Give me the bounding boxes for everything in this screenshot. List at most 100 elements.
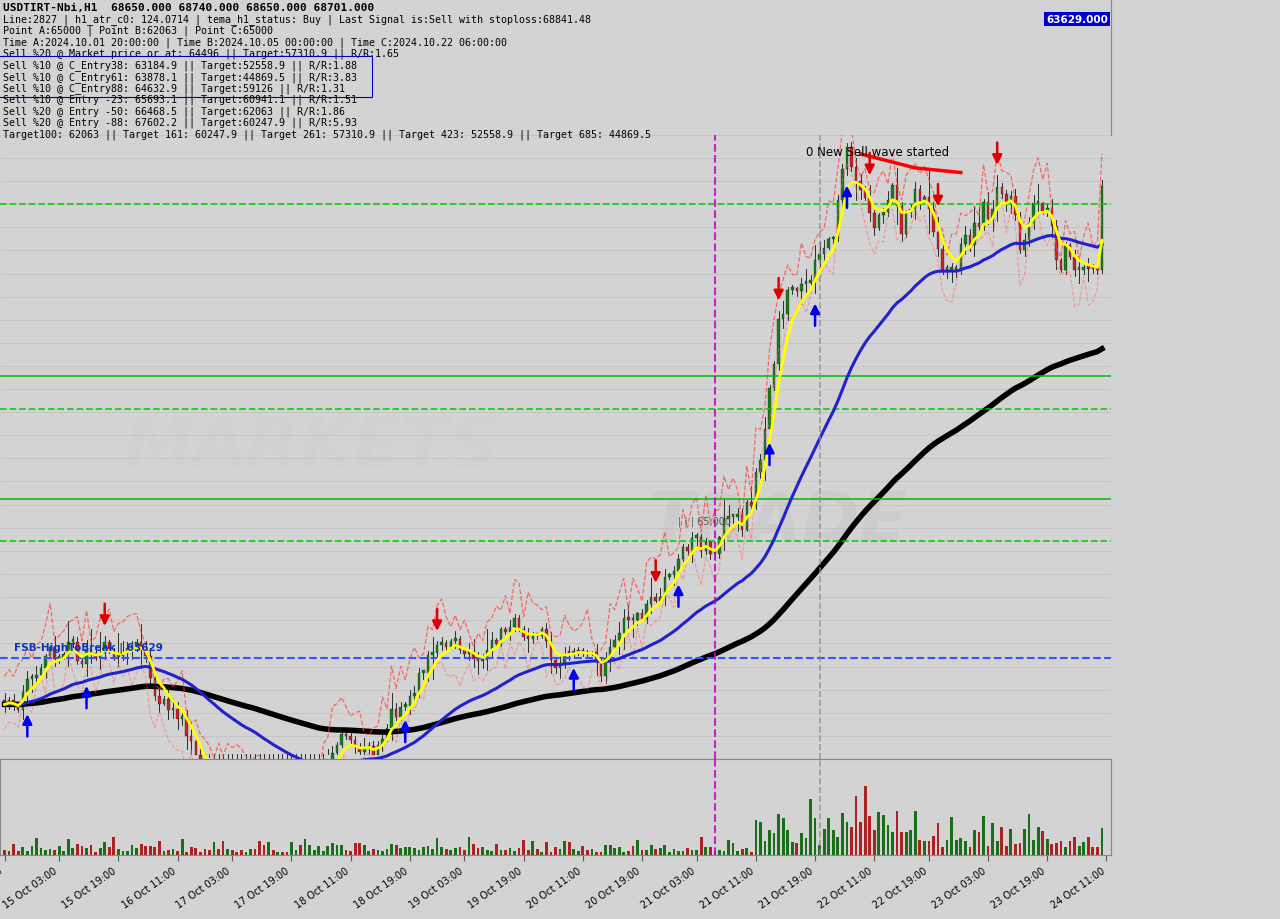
Bar	[554, 660, 557, 668]
Bar	[376, 850, 379, 855]
Bar	[773, 834, 776, 855]
Bar	[613, 848, 616, 855]
Bar	[17, 705, 19, 710]
Bar	[1028, 223, 1030, 241]
Bar	[540, 629, 543, 636]
Bar	[180, 716, 183, 720]
Bar	[631, 618, 634, 620]
Bar	[86, 649, 88, 664]
Bar	[727, 841, 730, 855]
Text: FSB-HighToBreak | 63629: FSB-HighToBreak | 63629	[14, 641, 163, 652]
Bar	[45, 850, 47, 855]
Bar	[700, 538, 703, 551]
Bar	[951, 268, 952, 271]
Bar	[81, 661, 83, 664]
Bar	[244, 781, 247, 786]
Bar	[750, 503, 753, 506]
Bar	[268, 843, 270, 855]
Bar	[581, 650, 584, 653]
Bar	[836, 836, 840, 855]
Bar	[545, 842, 548, 855]
Bar	[558, 849, 562, 855]
Bar	[713, 851, 717, 855]
Bar	[641, 850, 644, 855]
Bar	[280, 852, 284, 855]
Bar	[95, 653, 97, 658]
Bar	[399, 707, 402, 717]
Bar	[527, 850, 530, 855]
Bar	[399, 848, 402, 855]
Bar	[932, 836, 934, 855]
Bar	[905, 212, 908, 234]
Bar	[868, 816, 872, 855]
Bar	[122, 653, 124, 656]
Bar	[691, 539, 694, 551]
Bar	[426, 655, 429, 673]
Bar	[45, 657, 47, 668]
Bar	[413, 848, 416, 855]
Bar	[294, 798, 297, 801]
Bar	[996, 841, 998, 855]
Bar	[467, 651, 470, 653]
Bar	[1010, 197, 1012, 204]
Bar	[955, 268, 957, 271]
Bar	[964, 235, 966, 245]
Bar	[458, 847, 461, 855]
Bar	[732, 515, 735, 517]
Bar	[982, 203, 984, 228]
Bar	[559, 663, 562, 668]
Bar	[218, 849, 220, 855]
Bar	[63, 851, 65, 855]
Bar	[31, 846, 33, 855]
Bar	[230, 779, 233, 782]
Bar	[189, 846, 192, 855]
Bar	[353, 741, 356, 747]
Bar	[13, 844, 15, 855]
Bar	[145, 846, 147, 855]
Bar	[1101, 828, 1103, 855]
Bar	[1019, 843, 1021, 855]
Bar	[627, 618, 630, 620]
Bar	[800, 285, 803, 292]
Text: 63629.000: 63629.000	[1046, 15, 1108, 25]
Bar	[268, 798, 270, 800]
Bar	[1055, 227, 1057, 261]
Bar	[204, 849, 206, 855]
Text: Line:2827 | h1_atr_c0: 124.0714 | tema_h1_status: Buy | Last Signal is:Sell with: Line:2827 | h1_atr_c0: 124.0714 | tema_h…	[3, 14, 590, 25]
Bar	[704, 846, 707, 855]
Bar	[809, 280, 812, 283]
Bar	[814, 818, 817, 855]
Bar	[723, 851, 726, 855]
Bar	[622, 852, 625, 855]
Bar	[344, 850, 347, 855]
Bar	[81, 846, 83, 855]
Bar	[95, 852, 97, 855]
Bar	[499, 630, 502, 644]
Bar	[709, 542, 712, 555]
Bar	[140, 844, 142, 855]
Bar	[154, 847, 156, 855]
Bar	[463, 850, 466, 855]
Bar	[527, 636, 530, 639]
Bar	[1083, 267, 1085, 271]
Bar	[531, 841, 534, 855]
Bar	[204, 765, 206, 777]
Bar	[344, 733, 347, 737]
Bar	[978, 224, 980, 228]
Bar	[195, 848, 197, 855]
Bar	[35, 838, 38, 855]
Bar	[673, 572, 675, 575]
Bar	[490, 851, 493, 855]
Bar	[704, 542, 707, 551]
Bar	[1096, 268, 1098, 271]
Bar	[262, 798, 265, 800]
Bar	[8, 851, 10, 855]
Bar	[896, 186, 899, 207]
Bar	[200, 755, 202, 765]
Text: TRADE: TRADE	[648, 489, 908, 556]
Bar	[40, 848, 42, 855]
Bar	[636, 840, 639, 855]
Bar	[99, 847, 101, 855]
Bar	[271, 850, 275, 855]
Bar	[645, 851, 648, 855]
